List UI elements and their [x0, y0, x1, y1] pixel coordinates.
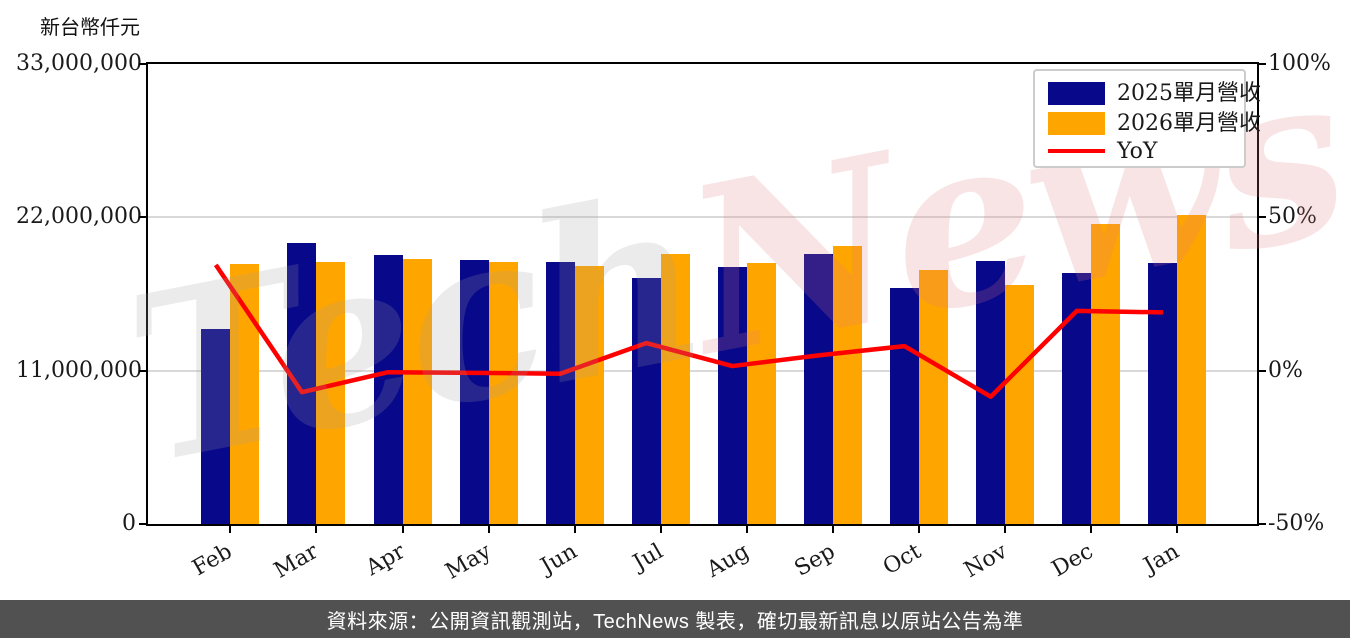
legend-label-2026: 2026單月營收: [1117, 111, 1261, 136]
legend-line-yoy: [1048, 149, 1105, 153]
legend: 2025單月營收 2026單月營收 YoY: [1033, 69, 1261, 168]
y-left-tickmark: [139, 216, 148, 219]
bar-2025-dec: [1062, 272, 1092, 524]
bar-2026-jan: [1177, 214, 1207, 524]
y-right-tickmark: [1257, 216, 1266, 219]
y-right-tick-label: -50%: [1268, 511, 1325, 536]
y-right-tickmark: [1257, 523, 1266, 525]
bar-2025-may: [459, 260, 489, 524]
y-left-tick-label: 33,000,000: [16, 51, 142, 76]
x-tickmark: [659, 524, 662, 533]
legend-label-2025: 2025單月營收: [1117, 81, 1261, 106]
legend-row-2025: 2025單月營收: [1035, 77, 1261, 110]
bar-2025-jul: [631, 277, 661, 524]
y-axis-unit-label: 新台幣仟元: [40, 15, 140, 39]
legend-swatch-2025: [1048, 82, 1105, 105]
bar-2026-jun: [574, 265, 604, 524]
bar-2025-mar: [287, 242, 317, 524]
yoy-line: [213, 263, 1163, 399]
x-tickmark: [1004, 524, 1007, 533]
bar-2026-sep: [833, 245, 862, 524]
y-left-tick-label: 11,000,000: [16, 357, 142, 383]
bar-2025-jan: [1148, 262, 1178, 524]
x-tickmark: [487, 524, 490, 533]
legend-swatch-2026: [1048, 112, 1105, 135]
footer-bar: 資料來源：公開資訊觀測站，TechNews 製表，確切最新訊息以原站公告為準: [0, 600, 1350, 638]
x-tickmark: [745, 524, 748, 533]
x-tickmark: [401, 524, 404, 533]
plot-area: [148, 64, 1257, 524]
x-tickmark: [1176, 524, 1179, 533]
bar-2026-nov: [1005, 284, 1035, 524]
y-left-tick-label: 0: [122, 511, 136, 536]
bar-2026-dec: [1091, 224, 1121, 524]
bar-2025-aug: [717, 266, 747, 524]
y-left-tickmark: [139, 523, 148, 525]
y-left-tickmark: [139, 63, 148, 65]
x-tickmark: [573, 524, 576, 533]
bar-2025-feb: [201, 329, 231, 524]
x-tickmark: [229, 524, 232, 533]
bar-2025-oct: [890, 288, 920, 524]
gridline: [148, 369, 1257, 372]
x-tickmark: [1090, 524, 1093, 533]
y-left-tickmark: [139, 369, 148, 372]
bar-2025-jun: [545, 261, 575, 524]
y-right-tickmark: [1257, 369, 1266, 372]
bar-2026-aug: [746, 262, 776, 524]
x-tickmark: [315, 524, 318, 533]
y-right-tickmark: [1257, 63, 1266, 65]
bar-2026-jul: [660, 254, 690, 524]
bar-2026-oct: [919, 270, 949, 524]
yoy-line-chart: [213, 263, 1163, 399]
bar-2025-apr: [373, 254, 403, 524]
gridline: [148, 216, 1257, 219]
bar-2026-apr: [402, 259, 432, 524]
bar-2026-mar: [316, 261, 346, 524]
x-tickmark: [832, 524, 834, 533]
y-right-tick-label: 50%: [1268, 204, 1317, 230]
bar-2026-may: [488, 261, 518, 524]
y-left-tick-label: 22,000,000: [16, 204, 142, 230]
bar-2025-sep: [804, 254, 833, 524]
legend-label-yoy: YoY: [1117, 139, 1158, 164]
y-right-tick-label: 100%: [1268, 51, 1331, 76]
y-right-tick-label: 0%: [1268, 357, 1303, 383]
legend-row-2026: 2026單月營收: [1035, 107, 1261, 140]
legend-row-yoy: YoY: [1035, 135, 1244, 168]
x-tickmark: [918, 524, 921, 533]
footer-text: 資料來源：公開資訊觀測站，TechNews 製表，確切最新訊息以原站公告為準: [326, 610, 1024, 633]
